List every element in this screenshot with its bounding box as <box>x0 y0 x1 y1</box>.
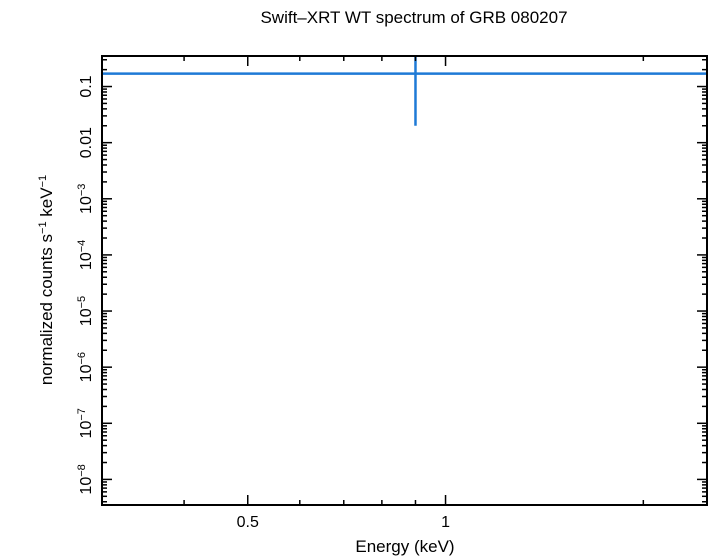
axis-ticks <box>102 56 707 505</box>
x-axis-label: Energy (keV) <box>355 537 454 556</box>
chart-title: Swift–XRT WT spectrum of GRB 080207 <box>260 8 567 27</box>
y-tick-label: 10−6 <box>76 352 95 382</box>
x-tick-labels: 0.5 1 <box>237 514 450 531</box>
y-axis-label-mid: keV <box>37 187 56 222</box>
y-tick-label: 10−4 <box>76 240 95 270</box>
y-axis-label-exp2: −1 <box>37 175 49 188</box>
x-tick-label: 0.5 <box>237 514 259 531</box>
y-tick-label: 10−8 <box>76 464 95 494</box>
y-tick-label: 10−7 <box>76 408 95 438</box>
y-axis-label: normalized counts s−1 keV−1 <box>37 175 56 385</box>
plot-area <box>102 56 707 126</box>
y-axis-label-exp1: −1 <box>37 221 49 234</box>
x-tick-label: 1 <box>441 514 450 531</box>
y-tick-label: 10−3 <box>76 184 95 214</box>
y-axis-label-base: normalized counts s <box>37 234 56 385</box>
y-tick-label: 0.01 <box>78 127 95 158</box>
plot-frame <box>101 55 708 506</box>
y-tick-label: 0.1 <box>78 75 95 97</box>
y-tick-label: 10−5 <box>76 296 95 326</box>
y-tick-labels: 0.1 0.01 10−3 10−4 10−5 10−6 10−7 10−8 <box>76 75 95 494</box>
